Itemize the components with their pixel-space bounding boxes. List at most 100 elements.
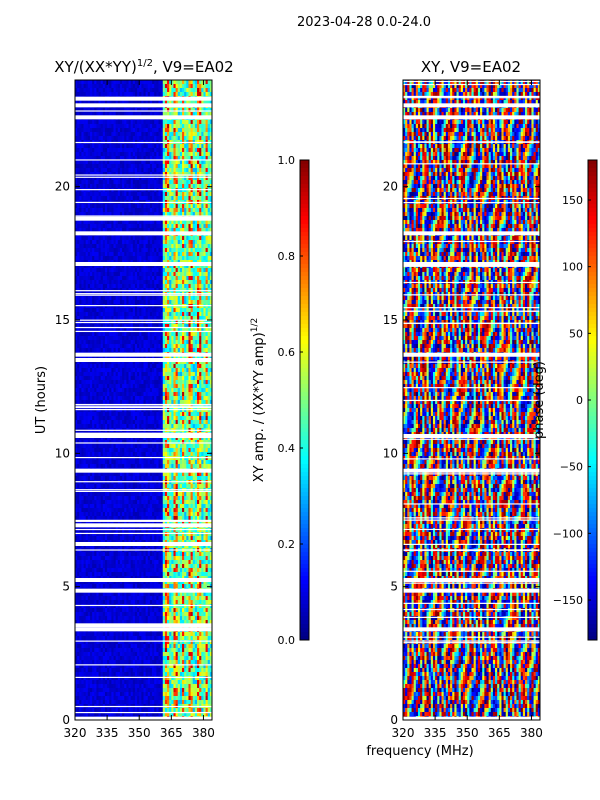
heatmap-cell	[147, 252, 151, 257]
heatmap-cell	[192, 264, 196, 269]
heatmap-cell	[107, 244, 110, 249]
heatmap-cell	[194, 336, 198, 341]
heatmap-cell	[158, 192, 162, 197]
heatmap-cell	[100, 348, 104, 353]
heatmap-cell	[79, 164, 82, 169]
heatmap-cell	[145, 112, 149, 117]
heatmap-cell	[160, 160, 164, 165]
heatmap-cell	[111, 332, 114, 337]
heatmap-cell	[197, 208, 200, 213]
heatmap-cell	[162, 244, 166, 249]
heatmap-cell	[119, 196, 123, 201]
heatmap-cell	[109, 136, 112, 141]
heatmap-cell	[130, 112, 134, 117]
heatmap-cell	[177, 176, 181, 181]
heatmap-cell	[169, 348, 172, 353]
heatmap-cell	[154, 236, 157, 241]
heatmap-cell	[201, 196, 204, 201]
heatmap-cell	[137, 168, 140, 173]
heatmap-cell	[209, 300, 213, 305]
heatmap-cell	[141, 172, 144, 177]
heatmap-cell	[85, 332, 89, 337]
heatmap-cell	[152, 172, 155, 177]
heatmap-cell	[139, 280, 142, 285]
heatmap-cell	[132, 88, 136, 93]
heatmap-cell	[85, 160, 89, 165]
heatmap-cell	[87, 180, 91, 185]
heatmap-cell	[107, 180, 110, 185]
heatmap-cell	[109, 224, 112, 229]
heatmap-cell	[188, 164, 191, 169]
heatmap-cell	[199, 112, 202, 117]
heatmap-cell	[192, 276, 196, 281]
heatmap-cell	[100, 344, 104, 349]
heatmap-cell	[124, 160, 127, 165]
heatmap-cell	[203, 120, 206, 125]
heatmap-cell	[190, 268, 194, 273]
heatmap-cell	[81, 328, 84, 333]
heatmap-cell	[184, 236, 187, 241]
heatmap-cell	[115, 344, 119, 349]
heatmap-cell	[87, 324, 91, 329]
heatmap-cell	[130, 224, 134, 229]
heatmap-cell	[77, 168, 80, 173]
heatmap-cell	[102, 324, 106, 329]
heatmap-cell	[85, 156, 89, 161]
heatmap-cell	[156, 108, 159, 113]
heatmap-cell	[167, 152, 170, 157]
heatmap-cell	[167, 256, 170, 261]
heatmap-cell	[87, 100, 91, 105]
heatmap-cell	[100, 336, 104, 341]
heatmap-cell	[117, 136, 121, 141]
heatmap-cell	[98, 92, 102, 97]
heatmap-cell	[87, 316, 91, 321]
heatmap-cell	[184, 132, 187, 137]
heatmap-cell	[145, 344, 149, 349]
heatmap-cell	[132, 336, 136, 341]
heatmap-cell	[173, 296, 177, 301]
heatmap-cell	[87, 240, 91, 245]
heatmap-cell	[117, 204, 121, 209]
heatmap-cell	[124, 300, 127, 305]
heatmap-cell	[145, 180, 149, 185]
heatmap-cell	[197, 280, 200, 285]
heatmap-cell	[117, 156, 121, 161]
heatmap-cell	[109, 240, 112, 245]
heatmap-cell	[179, 220, 183, 225]
heatmap-cell	[139, 156, 142, 161]
heatmap-cell	[113, 124, 117, 129]
heatmap-cell	[186, 128, 189, 133]
heatmap-cell	[124, 192, 127, 197]
heatmap-cell	[115, 240, 119, 245]
heatmap-cell	[167, 332, 170, 337]
heatmap-cell	[83, 160, 87, 165]
heatmap-cell	[89, 136, 93, 141]
heatmap-cell	[154, 164, 157, 169]
heatmap-cell	[115, 312, 119, 317]
heatmap-cell	[175, 324, 179, 329]
heatmap-cell	[199, 264, 202, 269]
heatmap-cell	[81, 84, 84, 89]
heatmap-cell	[192, 144, 196, 149]
heatmap-cell	[81, 220, 84, 225]
heatmap-cell	[96, 308, 99, 313]
heatmap-cell	[203, 300, 206, 305]
heatmap-cell	[124, 212, 127, 217]
heatmap-cell	[147, 180, 151, 185]
heatmap-cell	[122, 252, 125, 257]
heatmap-cell	[152, 296, 155, 301]
heatmap-cell	[179, 144, 183, 149]
heatmap-cell	[107, 308, 110, 313]
heatmap-cell	[167, 180, 170, 185]
heatmap-cell	[201, 328, 204, 333]
heatmap-cell	[192, 348, 196, 353]
heatmap-cell	[177, 124, 181, 129]
heatmap-cell	[89, 124, 93, 129]
heatmap-cell	[115, 176, 119, 181]
heatmap-cell	[79, 212, 82, 217]
heatmap-cell	[107, 276, 110, 281]
heatmap-cell	[92, 176, 95, 181]
heatmap-cell	[81, 336, 84, 341]
heatmap-cell	[89, 212, 93, 217]
heatmap-cell	[134, 240, 138, 245]
